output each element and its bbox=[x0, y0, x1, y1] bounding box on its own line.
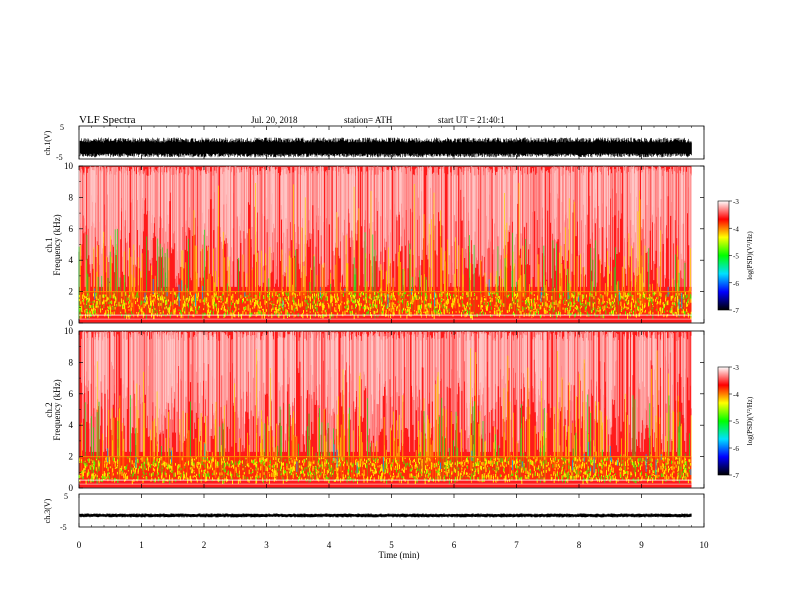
ch2-colorbar: -3 -4 -5 -6 -7 log(PSD)(V²/Hz) bbox=[717, 364, 754, 480]
time-tick-label: 10 bbox=[700, 540, 710, 550]
colorbar-tick-label: -4 bbox=[733, 391, 739, 399]
ch1-waveform-panel: 5 -5 ch.1(V) bbox=[43, 123, 705, 162]
date-label: Jul. 20, 2018 bbox=[251, 115, 298, 125]
freq-tick-label: 0 bbox=[69, 483, 74, 493]
colorbar-tick-label: -7 bbox=[733, 472, 739, 480]
ch1-spec-ylabel: Frequency (kHz) bbox=[52, 214, 62, 275]
ch3-wave-ylabel: ch.3(V) bbox=[43, 498, 52, 523]
ch3-ytick-top: 5 bbox=[64, 492, 68, 501]
ch1-ytick-bottom: -5 bbox=[56, 153, 63, 162]
ch1-ytick-top: 5 bbox=[60, 123, 64, 132]
ch2-spectrogram-panel: 10 8 6 4 2 0 ch.2 Frequency (kHz) bbox=[44, 326, 705, 493]
time-tick-label: 8 bbox=[577, 540, 582, 550]
ch1-spec-ylabel-channel: ch.1 bbox=[44, 237, 54, 252]
ch3-waveform-trace bbox=[79, 513, 692, 518]
time-tick-label: 0 bbox=[77, 540, 82, 550]
time-tick-label: 2 bbox=[202, 540, 207, 550]
ch3-waveform-panel: 5 -5 ch.3(V) bbox=[43, 492, 705, 532]
freq-tick-label: 10 bbox=[64, 326, 74, 336]
ch3-waveform-frame bbox=[78, 493, 705, 528]
colorbar-label: log(PSD)(V²/Hz) bbox=[746, 231, 754, 280]
ch2-spec-yticks: 10 8 6 4 2 0 bbox=[64, 326, 704, 493]
freq-tick-label: 8 bbox=[69, 192, 74, 202]
time-tick-label: 3 bbox=[264, 540, 269, 550]
ch2-spec-ylabel: Frequency (kHz) bbox=[52, 379, 62, 440]
colorbar-tick-label: -4 bbox=[733, 225, 739, 233]
ch1-colorbar: -3 -4 -5 -6 -7 log(PSD)(V²/Hz) bbox=[717, 198, 754, 315]
freq-tick-label: 8 bbox=[69, 357, 74, 367]
colorbar-tick-label: -5 bbox=[733, 253, 739, 261]
time-tick-label: 9 bbox=[639, 540, 644, 550]
ch3-ytick-bottom: -5 bbox=[60, 523, 67, 532]
time-axis-label: Time (min) bbox=[379, 550, 420, 560]
colorbar-tick-label: -7 bbox=[733, 307, 739, 315]
freq-tick-label: 2 bbox=[69, 452, 74, 462]
freq-tick-label: 0 bbox=[69, 318, 74, 328]
time-tick-label: 7 bbox=[514, 540, 519, 550]
colorbar-tick-label: -3 bbox=[733, 364, 739, 372]
time-tick-label: 4 bbox=[327, 540, 332, 550]
colorbar-label: log(PSD)(V²/Hz) bbox=[746, 396, 754, 445]
figure-title: VLF Spectra bbox=[79, 114, 136, 126]
time-axis: 0 1 2 3 4 5 6 7 8 9 10 bbox=[77, 126, 709, 550]
colorbar-tick-label: -3 bbox=[733, 198, 739, 206]
freq-tick-label: 2 bbox=[69, 287, 74, 297]
colorbar-tick-label: -6 bbox=[733, 445, 739, 453]
time-tick-label: 5 bbox=[389, 540, 394, 550]
ch2-spectrogram-image bbox=[78, 331, 704, 488]
colorbar-tick-label: -6 bbox=[733, 280, 739, 288]
start-time-label: start UT = 21:40:1 bbox=[438, 115, 505, 125]
freq-tick-label: 4 bbox=[69, 420, 74, 430]
station-label: station= ATH bbox=[344, 115, 393, 125]
freq-tick-label: 6 bbox=[69, 224, 74, 234]
freq-tick-label: 4 bbox=[69, 255, 74, 265]
ch1-waveform-trace bbox=[79, 137, 692, 158]
ch2-spec-ylabel-channel: ch.2 bbox=[44, 402, 54, 417]
ch1-spectrogram-panel: 10 8 6 4 2 0 ch.1 Frequency (kHz) bbox=[44, 161, 705, 328]
time-tick-label: 1 bbox=[139, 540, 144, 550]
ch1-wave-ylabel: ch.1(V) bbox=[43, 130, 52, 155]
ch1-spec-yticks: 10 8 6 4 2 0 bbox=[64, 161, 704, 328]
time-tick-label: 6 bbox=[452, 540, 457, 550]
colorbar-tick-label: -5 bbox=[733, 418, 739, 426]
freq-tick-label: 6 bbox=[69, 389, 74, 399]
freq-tick-label: 10 bbox=[64, 161, 74, 171]
ch1-spectrogram-image bbox=[78, 166, 704, 323]
